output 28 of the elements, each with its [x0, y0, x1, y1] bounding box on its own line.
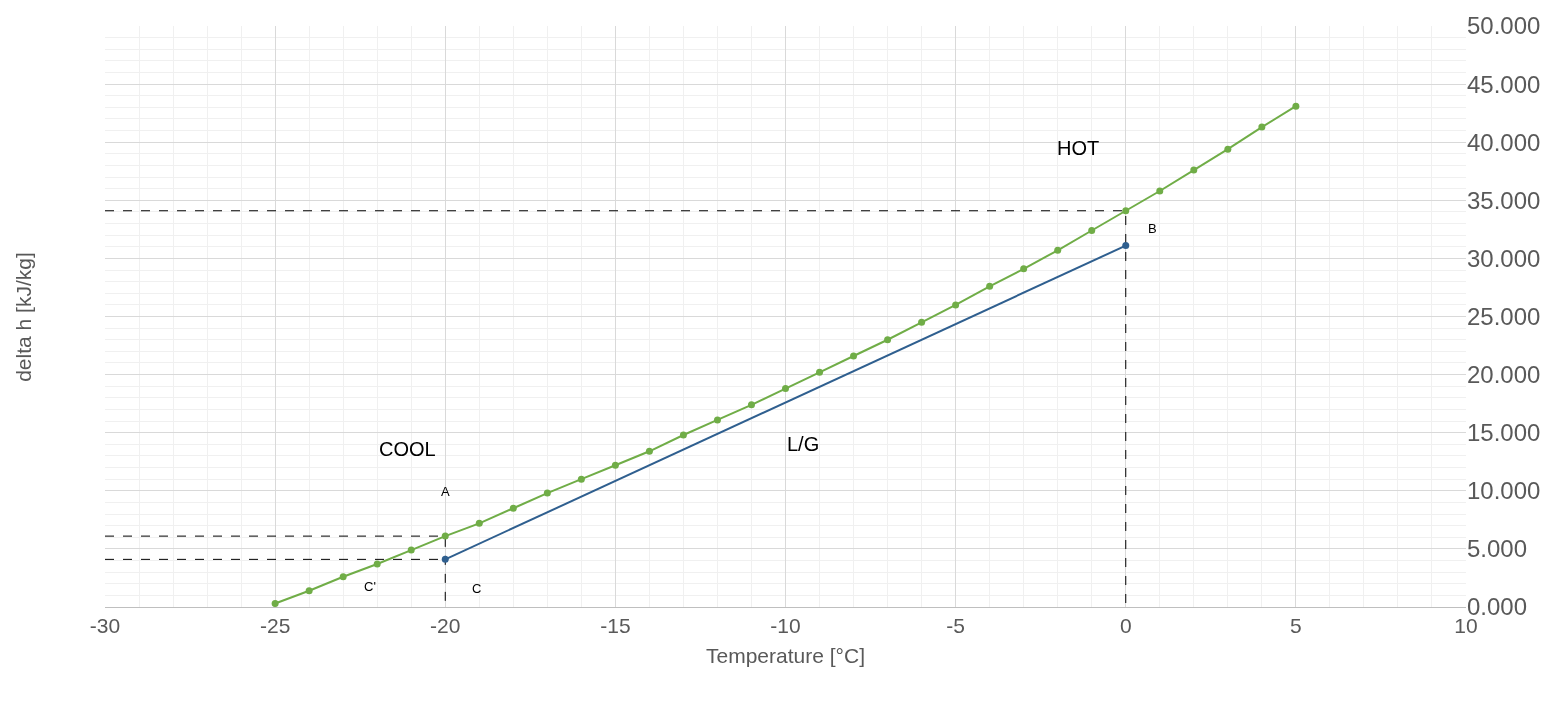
x-tick-label: 5 — [1290, 614, 1302, 638]
x-tick-label: -5 — [946, 614, 965, 638]
x-tick-label: -15 — [600, 614, 631, 638]
x-tick-label: 0 — [1119, 614, 1132, 638]
y-tick-label: 50.000 — [1467, 12, 1541, 40]
y-tick-label: 35.000 — [1467, 186, 1541, 214]
annotation: HOT — [1057, 137, 1100, 159]
y-tick-label: 10.000 — [1467, 477, 1541, 505]
y-axis-title: delta h [kJ/kg] — [11, 252, 35, 382]
x-tick-label: -30 — [89, 614, 121, 638]
y-tick-label: 45.000 — [1467, 70, 1541, 98]
annotation: L/G — [787, 433, 820, 455]
x-tick-label: -10 — [770, 614, 801, 638]
x-tick-label: -20 — [430, 614, 461, 638]
annotation: B — [1148, 221, 1157, 236]
annotation: A — [441, 484, 450, 499]
y-tick-label: 20.000 — [1467, 361, 1541, 388]
x-tick-label: 10 — [1454, 614, 1478, 638]
y-tick-label: 25.000 — [1467, 302, 1541, 330]
annotation: COOL — [379, 438, 436, 460]
y-tick-label: 15.000 — [1467, 419, 1541, 447]
x-axis-title: Temperature [°C] — [706, 644, 865, 668]
y-tick-label: 5.000 — [1467, 535, 1528, 563]
x-tick-label: -25 — [259, 614, 291, 638]
y-tick-label: 40.000 — [1467, 128, 1541, 156]
annotation: C' — [364, 579, 376, 594]
y-tick-label: 30.000 — [1467, 244, 1541, 272]
annotation: C — [472, 581, 482, 596]
